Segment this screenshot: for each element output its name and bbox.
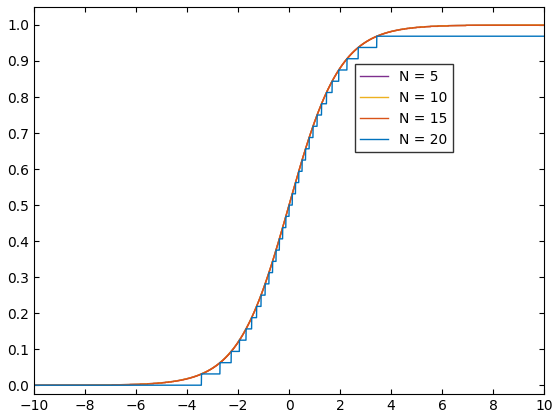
Line: N = 5: N = 5 — [34, 36, 544, 385]
N = 15 — [32, 383, 39, 388]
N = 15 — [541, 22, 548, 27]
N = 10 — [463, 23, 469, 28]
N = 20 — [514, 23, 521, 28]
N = 10 — [541, 23, 548, 28]
N = 20 — [30, 383, 37, 388]
N = 5 — [514, 34, 521, 39]
N = 10 — [130, 382, 137, 387]
N = 5 — [61, 383, 68, 388]
N = 20 — [130, 382, 137, 387]
N = 10 — [61, 383, 68, 388]
N = 15 — [61, 383, 68, 388]
N = 15 — [280, 223, 287, 228]
N = 20 — [61, 383, 68, 388]
N = 10 — [514, 23, 521, 28]
N = 10 — [280, 223, 287, 228]
N = 15 — [514, 23, 521, 28]
N = 5 — [30, 383, 37, 388]
N = 15 — [130, 382, 137, 387]
N = 20 — [32, 383, 39, 388]
Line: N = 20: N = 20 — [34, 25, 544, 385]
N = 20 — [541, 22, 548, 27]
N = 5 — [280, 225, 287, 230]
N = 5 — [374, 34, 380, 39]
N = 10 — [52, 383, 58, 388]
N = 15 — [30, 383, 37, 388]
N = 15 — [52, 383, 58, 388]
N = 10 — [32, 383, 39, 388]
Line: N = 15: N = 15 — [34, 25, 544, 385]
N = 20 — [540, 22, 547, 27]
N = 5 — [541, 34, 548, 39]
N = 5 — [52, 383, 58, 388]
N = 5 — [130, 383, 137, 388]
N = 15 — [533, 22, 540, 27]
Line: N = 10: N = 10 — [34, 25, 544, 385]
Legend: N = 5, N = 10, N = 15, N = 20: N = 5, N = 10, N = 15, N = 20 — [354, 64, 453, 152]
N = 20 — [52, 383, 58, 388]
N = 5 — [32, 383, 39, 388]
N = 20 — [280, 223, 287, 228]
N = 10 — [30, 383, 37, 388]
